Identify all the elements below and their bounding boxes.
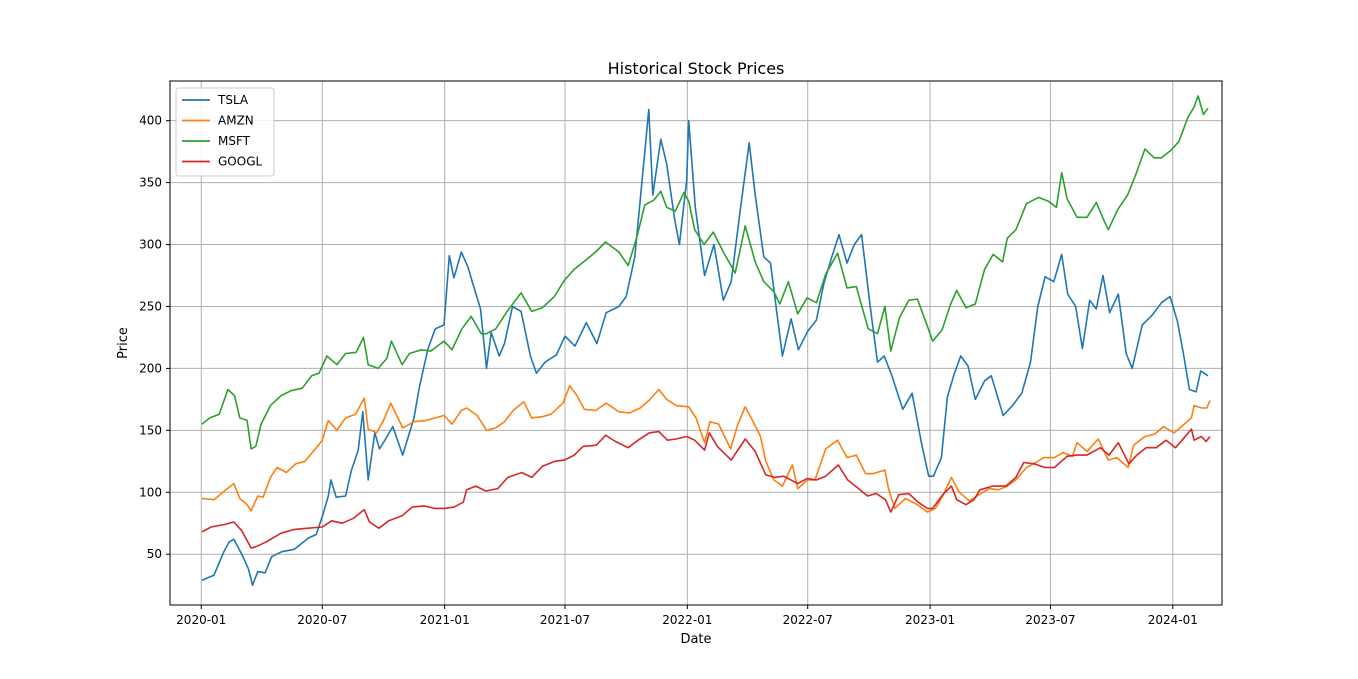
legend-label: TSLA (217, 93, 249, 107)
y-axis-ticks: 50 100 150 200 250 300 350 400 (139, 114, 170, 561)
y-tick-label: 250 (139, 299, 162, 313)
y-tick-label: 100 (139, 485, 162, 499)
series-lines (201, 95, 1211, 586)
series-line-tsla (201, 108, 1209, 586)
legend-label: AMZN (218, 114, 254, 128)
y-axis-label: Price (116, 327, 131, 359)
y-tick-label: 50 (147, 547, 162, 561)
legend: TSLA AMZN MSFT GOOGL (175, 87, 275, 177)
legend-label: MSFT (218, 134, 251, 148)
x-tick-label: 2021-07 (540, 613, 590, 627)
x-axis-ticks: 2020-01 2020-07 2021-01 2021-07 2022-01 2022-… (176, 605, 1198, 627)
chart-title: Historical Stock Prices (608, 59, 785, 78)
x-tick-label: 2020-07 (297, 613, 347, 627)
y-tick-label: 350 (139, 176, 162, 190)
x-tick-label: 2023-07 (1025, 613, 1075, 627)
y-tick-label: 300 (139, 238, 162, 252)
series-line-googl (201, 428, 1211, 549)
x-tick-label: 2022-01 (662, 613, 712, 627)
legend-box (175, 87, 275, 177)
x-tick-label: 2021-01 (420, 613, 470, 627)
x-tick-label: 2024-01 (1148, 613, 1198, 627)
y-tick-label: 400 (139, 114, 162, 128)
x-tick-label: 2023-01 (905, 613, 955, 627)
y-tick-label: 150 (139, 423, 162, 437)
x-axis-label: Date (680, 632, 711, 647)
series-line-amzn (201, 384, 1211, 513)
y-tick-label: 200 (139, 361, 162, 375)
plot-frame (169, 80, 1223, 606)
series-line-msft (201, 95, 1209, 450)
grid-lines (170, 81, 1222, 605)
x-tick-label: 2022-07 (783, 613, 833, 627)
x-tick-label: 2020-01 (176, 613, 226, 627)
legend-label: GOOGL (218, 155, 262, 169)
